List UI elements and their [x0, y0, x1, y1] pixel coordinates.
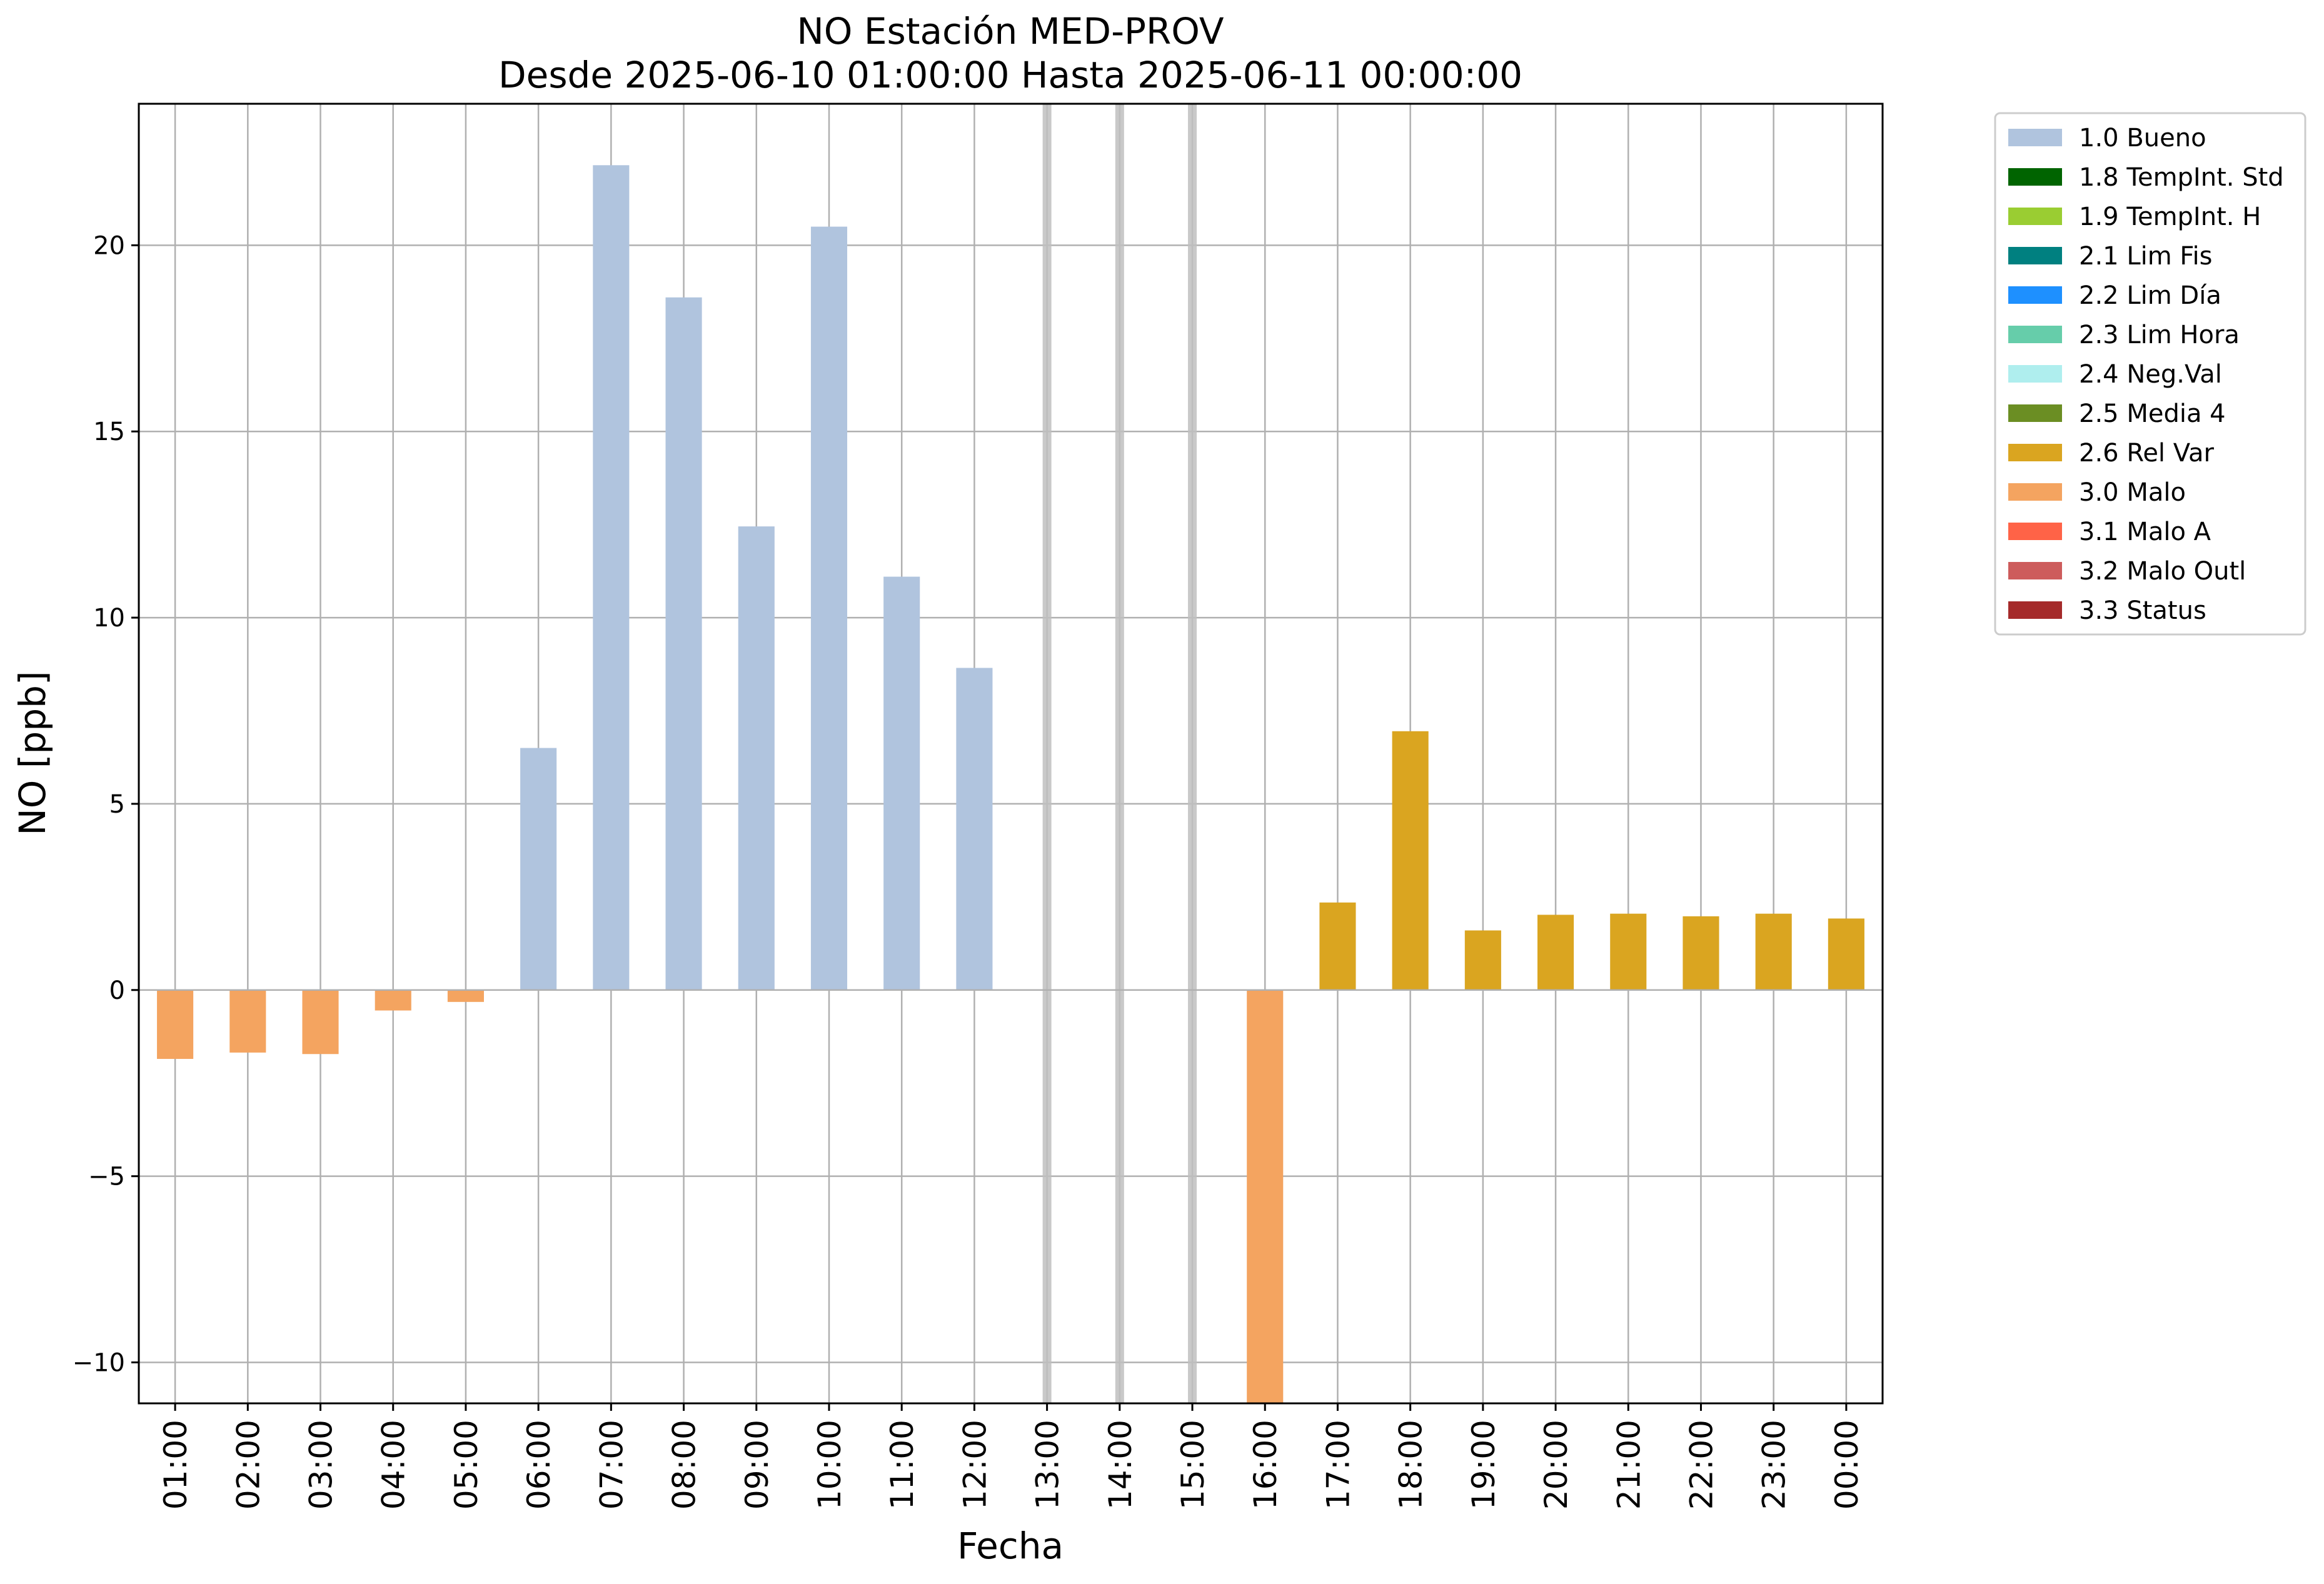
bar: [1683, 916, 1719, 990]
legend-frame: [1994, 112, 2306, 636]
missing-value-marker: [1042, 104, 1052, 1403]
legend-swatch: [2008, 562, 2062, 579]
missing-data-markers: [1042, 104, 1197, 1403]
y-tick-label: −10: [73, 1348, 125, 1377]
legend-swatch: [2008, 444, 2062, 461]
x-tick-label: 19:00: [1466, 1420, 1502, 1510]
y-tick-label: 10: [93, 604, 125, 633]
bar: [810, 226, 848, 990]
grid: [139, 104, 1883, 1403]
bar: [1319, 902, 1356, 990]
legend-swatch: [2008, 483, 2062, 501]
x-tick-label: 11:00: [884, 1420, 920, 1510]
legend-swatch: [2008, 326, 2062, 343]
x-tick-label: 13:00: [1030, 1420, 1066, 1510]
legend-label: 1.8 TempInt. Std: [2079, 163, 2284, 192]
bar: [1464, 930, 1501, 990]
x-tick-label: 23:00: [1756, 1420, 1793, 1510]
legend-swatch: [2008, 601, 2062, 619]
bar: [1247, 990, 1284, 1403]
y-tick-label: −5: [88, 1163, 125, 1191]
x-tick-label: 10:00: [812, 1420, 848, 1510]
x-axis-title: Fecha: [957, 1525, 1064, 1567]
bar: [229, 990, 266, 1053]
x-tick-label: 15:00: [1175, 1420, 1211, 1510]
bar: [738, 526, 775, 990]
y-axis-title: NO [ppb]: [11, 671, 54, 835]
x-tick-label: 02:00: [230, 1420, 266, 1510]
x-tick-label: 04:00: [376, 1420, 412, 1510]
bar: [447, 990, 484, 1002]
bar: [302, 990, 339, 1055]
y-axis: −10 −5 0 5 10 15 20: [73, 231, 139, 1377]
legend-label: 3.0 Malo: [2079, 478, 2186, 507]
bar: [1537, 915, 1574, 990]
bar: [1828, 918, 1864, 990]
bar: [375, 990, 411, 1011]
legend-swatch: [2008, 404, 2062, 422]
bar: [1610, 913, 1647, 990]
bar: [956, 668, 993, 990]
legend-label: 2.3 Lim Hora: [2079, 321, 2240, 349]
legend-swatch: [2008, 365, 2062, 383]
legend-label: 3.1 Malo A: [2079, 518, 2211, 546]
chart-title: NO Estación MED-PROV: [797, 10, 1224, 53]
bar: [157, 990, 194, 1059]
plot-frame: [138, 103, 1884, 1405]
bars: [157, 165, 1864, 1403]
x-axis: 01:00 02:00 03:00 04:00 05:00 06:00 07:00 08:00…: [158, 1403, 1865, 1510]
x-tick-label: 00:00: [1829, 1420, 1865, 1510]
x-tick-label: 07:00: [593, 1420, 630, 1510]
x-tick-label: 18:00: [1393, 1420, 1429, 1510]
legend-swatch: [2008, 208, 2062, 225]
legend-label: 2.6 Rel Var: [2079, 439, 2215, 468]
y-tick-label: 5: [109, 790, 125, 819]
legend-label: 2.5 Media 4: [2079, 399, 2226, 428]
y-tick-label: 20: [93, 231, 125, 260]
legend-swatch: [2008, 247, 2062, 264]
x-tick-label: 21:00: [1611, 1420, 1647, 1510]
legend: 1.0 Bueno 1.8 TempInt. Std 1.9 TempInt. H 2…: [1994, 112, 2306, 636]
legend-label: 2.1 Lim Fis: [2079, 242, 2212, 271]
x-tick-label: 20:00: [1538, 1420, 1574, 1510]
y-tick-label: 0: [109, 976, 125, 1005]
legend-label: 2.2 Lim Día: [2079, 281, 2221, 310]
legend-label: 1.0 Bueno: [2079, 124, 2206, 153]
legend-swatch: [2008, 129, 2062, 146]
x-tick-label: 08:00: [667, 1420, 703, 1510]
x-tick-label: 01:00: [158, 1420, 194, 1510]
bar: [520, 748, 557, 990]
x-tick-label: 12:00: [957, 1420, 993, 1510]
x-tick-label: 06:00: [521, 1420, 557, 1510]
x-tick-label: 17:00: [1320, 1420, 1356, 1510]
legend-label: 3.2 Malo Outl: [2079, 557, 2246, 586]
x-tick-label: 14:00: [1102, 1420, 1139, 1510]
legend-swatch: [2008, 523, 2062, 540]
bar: [1755, 913, 1792, 990]
x-tick-label: 03:00: [303, 1420, 340, 1510]
missing-value-marker: [1115, 104, 1124, 1403]
bar: [1392, 731, 1429, 990]
x-tick-label: 05:00: [448, 1420, 485, 1510]
bar: [593, 165, 630, 990]
bar: [883, 576, 920, 990]
missing-value-marker: [1188, 104, 1197, 1403]
y-tick-label: 15: [93, 418, 125, 446]
bar: [665, 297, 702, 990]
legend-label: 2.4 Neg.Val: [2079, 360, 2222, 389]
legend-label: 1.9 TempInt. H: [2079, 203, 2261, 231]
x-tick-label: 22:00: [1683, 1420, 1719, 1510]
chart-subtitle: Desde 2025-06-10 01:00:00 Hasta 2025-06-…: [498, 54, 1522, 96]
legend-swatch: [2008, 286, 2062, 304]
x-tick-label: 16:00: [1247, 1420, 1284, 1510]
legend-swatch: [2008, 168, 2062, 186]
legend-label: 3.3 Status: [2079, 596, 2206, 625]
x-tick-label: 09:00: [739, 1420, 775, 1510]
